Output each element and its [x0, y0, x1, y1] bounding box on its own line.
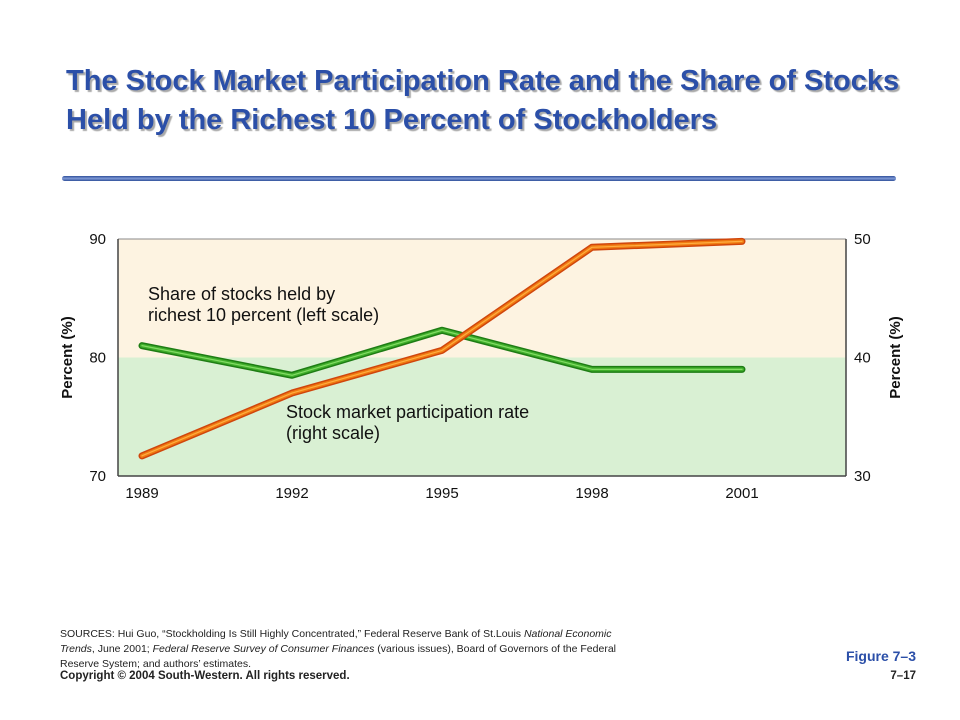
page-number: 7–17: [890, 670, 916, 682]
left-tick-label-80: 80: [89, 350, 106, 367]
series-label-0-line-1: richest 10 percent (left scale): [148, 305, 379, 325]
right-tick-label-50: 50: [854, 231, 871, 248]
x-tick-label-1992: 1992: [275, 485, 308, 502]
x-tick-label-1995: 1995: [425, 485, 458, 502]
right-tick-label-40: 40: [854, 350, 871, 367]
copyright-notice: Copyright © 2004 South-Western. All righ…: [60, 670, 350, 682]
x-tick-label-1998: 1998: [575, 485, 608, 502]
sources-text-2: National Economic Trends: [60, 628, 612, 655]
figure-label: Figure 7–3: [845, 648, 916, 664]
x-tick-label-2001: 2001: [725, 485, 758, 502]
left-axis-label: Percent (%): [59, 316, 76, 399]
sources-text-3: , June 2001;: [91, 643, 153, 655]
series-line-highlight-1: [141, 240, 743, 457]
left-tick-label-90: 90: [89, 231, 106, 248]
series-label-1-line-1: (right scale): [286, 423, 380, 443]
sources-text-4: Federal Reserve Survey of Consumer Finan…: [152, 643, 375, 655]
title-underline: [62, 176, 896, 181]
sources-text-1: SOURCES: Hui Guo, “Stockholding Is Still…: [60, 628, 524, 640]
series-label-0-line-0: Share of stocks held by: [148, 284, 335, 304]
series-label-1-line-0: Stock market participation rate: [286, 402, 529, 422]
sources-text-5: (various issues), Board of Governors of …: [60, 643, 616, 670]
x-tick-label-1989: 1989: [125, 485, 158, 502]
right-tick-label-30: 30: [854, 468, 871, 485]
left-tick-label-70: 70: [89, 468, 106, 485]
right-axis-label: Percent (%): [887, 316, 904, 399]
page-title: The Stock Market Participation Rate and …: [66, 65, 900, 136]
series-line-highlight-0: [141, 329, 743, 376]
sources-note: SOURCES: Hui Guo, “Stockholding Is Still…: [60, 627, 620, 672]
